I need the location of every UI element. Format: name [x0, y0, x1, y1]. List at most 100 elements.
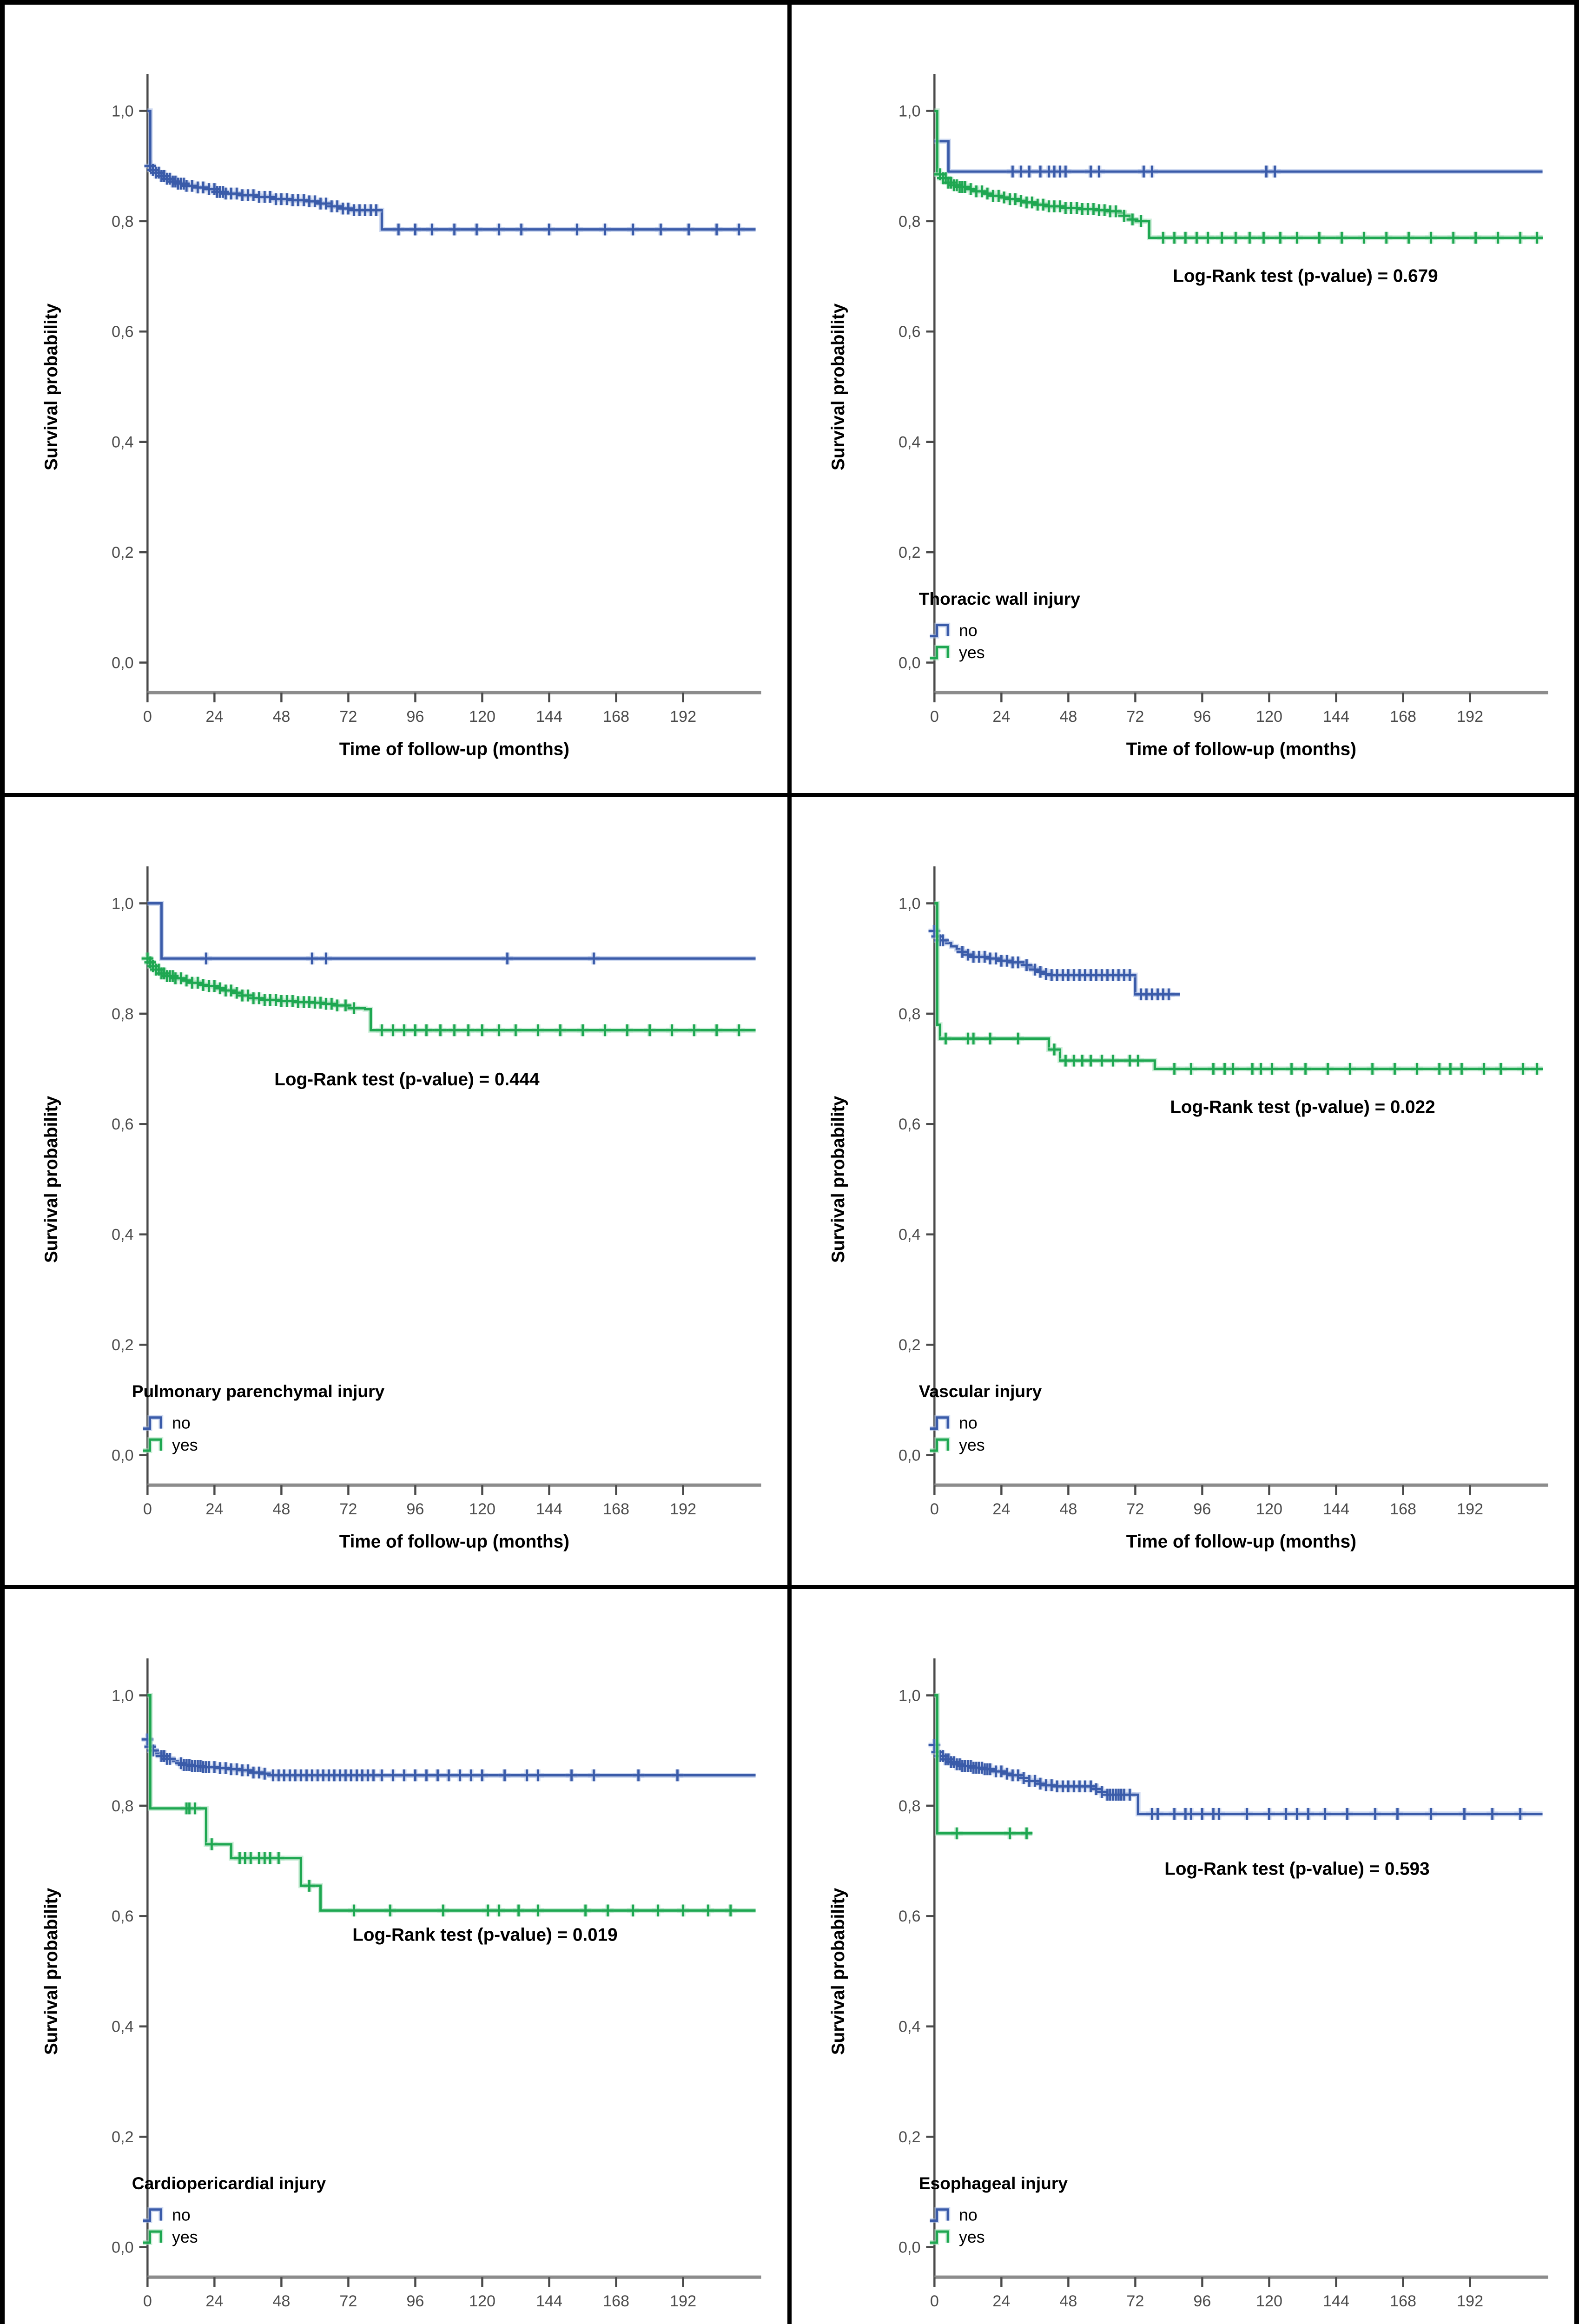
legend: Thoracic wall injury no yes [919, 589, 1080, 662]
y-axis-title: Survival probability [41, 1888, 61, 2055]
x-tick-label: 72 [1126, 708, 1144, 726]
y-tick-label: 0,4 [112, 2018, 134, 2036]
censor-marks-yes [951, 1827, 1033, 1840]
legend-title: Thoracic wall injury [919, 589, 1080, 608]
km-curve-line-yes [147, 1694, 756, 1912]
censor-marks-no [1006, 165, 1281, 178]
censor-marks-halo-yes [934, 168, 1543, 244]
x-tick-label: 168 [1390, 2292, 1416, 2310]
y-tick-label: 0,8 [899, 1797, 921, 1815]
km-plot-pulmonary-parenchymal-injury: 1,0 0,8 0,6 0,4 0,2 0,0 0 24 48 72 96 120 144 168 192 S… [41, 866, 761, 1552]
km-curve-all [144, 108, 756, 236]
y-tick-label: 1,0 [899, 1687, 921, 1705]
legend-step-halo-yes [143, 2229, 164, 2245]
x-tick-label: 192 [670, 2292, 696, 2310]
legend-title: Cardiopericardial injury [132, 2173, 326, 2193]
x-tick-label: 24 [205, 708, 223, 726]
y-tick-label: 0,0 [112, 1446, 134, 1464]
y-tick-label: 0,6 [899, 1908, 921, 1926]
km-curve-line-yes [934, 1694, 1032, 1835]
km-curve-halo-yes [934, 900, 1543, 1071]
y-tick-label: 0,0 [112, 654, 134, 672]
legend-step-halo-yes [143, 1437, 164, 1453]
y-axis-title: Survival probability [828, 303, 848, 470]
x-tick-label: 144 [1323, 708, 1349, 726]
censor-marks-no [928, 1739, 1526, 1820]
x-tick-label: 0 [930, 2292, 939, 2310]
x-tick-label: 0 [930, 1500, 939, 1518]
km-curve-line-no [147, 902, 756, 960]
censor-marks-no [928, 924, 1175, 1000]
x-tick-label: 168 [1390, 1500, 1416, 1518]
plot-axes: 1,0 0,8 0,6 0,4 0,2 0,0 0 24 48 72 96 120 144 168 192 S… [828, 74, 1548, 759]
y-tick-label: 0,8 [112, 1797, 134, 1815]
x-tick-label: 48 [272, 1500, 290, 1518]
legend-label-yes: yes [959, 643, 985, 662]
x-tick-label: 48 [272, 708, 290, 726]
x-tick-label: 24 [205, 1500, 223, 1518]
y-tick-label: 0,8 [899, 213, 921, 231]
km-plot-overall-survival: 1,0 0,8 0,6 0,4 0,2 0,0 0 24 48 72 96 120 144 168 192 S… [41, 74, 761, 759]
legend: Pulmonary parenchymal injury no yes [132, 1381, 385, 1454]
legend-title: Pulmonary parenchymal injury [132, 1381, 385, 1401]
legend-step-halo-no [143, 1415, 164, 1431]
y-tick-label: 0,0 [899, 2239, 921, 2257]
y-tick-label: 0,2 [112, 1336, 134, 1354]
y-tick-label: 0,2 [112, 2128, 134, 2146]
legend-step-halo-no [930, 622, 951, 639]
y-tick-label: 0,4 [112, 1226, 134, 1243]
x-tick-label: 96 [406, 708, 424, 726]
censor-marks-yes [939, 1032, 1543, 1075]
y-axis-title: Survival probability [41, 1096, 61, 1263]
x-tick-label: 192 [1457, 1500, 1483, 1518]
y-tick-label: 0,2 [899, 2128, 921, 2146]
censor-marks-halo-no [928, 924, 1175, 1000]
km-curve-line-no [934, 140, 1543, 173]
km-curve-halo-no [147, 900, 756, 961]
legend-step-icon-no [930, 2208, 949, 2222]
x-tick-label: 168 [1390, 708, 1416, 726]
plot-axes: 1,0 0,8 0,6 0,4 0,2 0,0 0 24 48 72 96 120 144 168 192 S… [41, 866, 761, 1552]
log-rank-p-value: Log-Rank test (p-value) = 0.593 [1164, 1859, 1429, 1879]
x-tick-label: 96 [1193, 1500, 1211, 1518]
legend-step-halo-no [930, 2207, 951, 2224]
legend-label-no: no [959, 1413, 978, 1432]
y-axis-title: Survival probability [828, 1888, 848, 2055]
x-tick-label: 72 [339, 2292, 357, 2310]
legend-step-icon-yes [143, 2230, 162, 2244]
censor-marks-no [200, 952, 600, 964]
y-tick-label: 0,8 [112, 1005, 134, 1023]
x-axis-title: Time of follow-up (months) [339, 739, 569, 759]
legend-label-yes: yes [959, 1436, 985, 1454]
km-panel-esophageal-injury: 1,0 0,8 0,6 0,4 0,2 0,0 0 24 48 72 96 120 144 168 192 S… [792, 1589, 1574, 2324]
x-axis-title: Time of follow-up (months) [1126, 1532, 1356, 1552]
log-rank-p-value: Log-Rank test (p-value) = 0.022 [1170, 1097, 1435, 1117]
km-curve-line-all [147, 110, 756, 231]
legend-label-yes: yes [959, 2228, 985, 2246]
x-tick-label: 24 [205, 2292, 223, 2310]
legend-label-yes: yes [172, 1436, 198, 1454]
km-curve-halo-yes [934, 108, 1543, 240]
x-tick-label: 144 [1323, 1500, 1349, 1518]
x-tick-label: 144 [1323, 2292, 1349, 2310]
y-tick-label: 0,8 [899, 1005, 921, 1023]
km-curve-yes [934, 1693, 1033, 1840]
km-curve-line-yes [934, 110, 1543, 239]
censor-marks-all [144, 160, 745, 236]
plot-axes: 1,0 0,8 0,6 0,4 0,2 0,0 0 24 48 72 96 120 144 168 192 S… [828, 866, 1548, 1552]
plot-axes: 1,0 0,8 0,6 0,4 0,2 0,0 0 24 48 72 96 120 144 168 192 S… [41, 74, 761, 759]
y-axis-title: Survival probability [41, 303, 61, 470]
x-tick-label: 192 [1457, 2292, 1483, 2310]
x-tick-label: 48 [272, 2292, 290, 2310]
y-tick-label: 0,0 [112, 2239, 134, 2257]
y-tick-label: 0,4 [899, 2018, 921, 2036]
x-tick-label: 168 [603, 2292, 629, 2310]
log-rank-p-value: Log-Rank test (p-value) = 0.019 [352, 1925, 617, 1945]
km-plot-thoracic-wall-injury: 1,0 0,8 0,6 0,4 0,2 0,0 0 24 48 72 96 120 144 168 192 S… [828, 74, 1548, 759]
x-tick-label: 144 [536, 1500, 562, 1518]
x-tick-label: 144 [536, 708, 562, 726]
x-tick-label: 120 [1256, 1500, 1282, 1518]
km-curve-yes [934, 900, 1543, 1075]
y-axis-title: Survival probability [828, 1096, 848, 1263]
x-tick-label: 120 [469, 2292, 496, 2310]
